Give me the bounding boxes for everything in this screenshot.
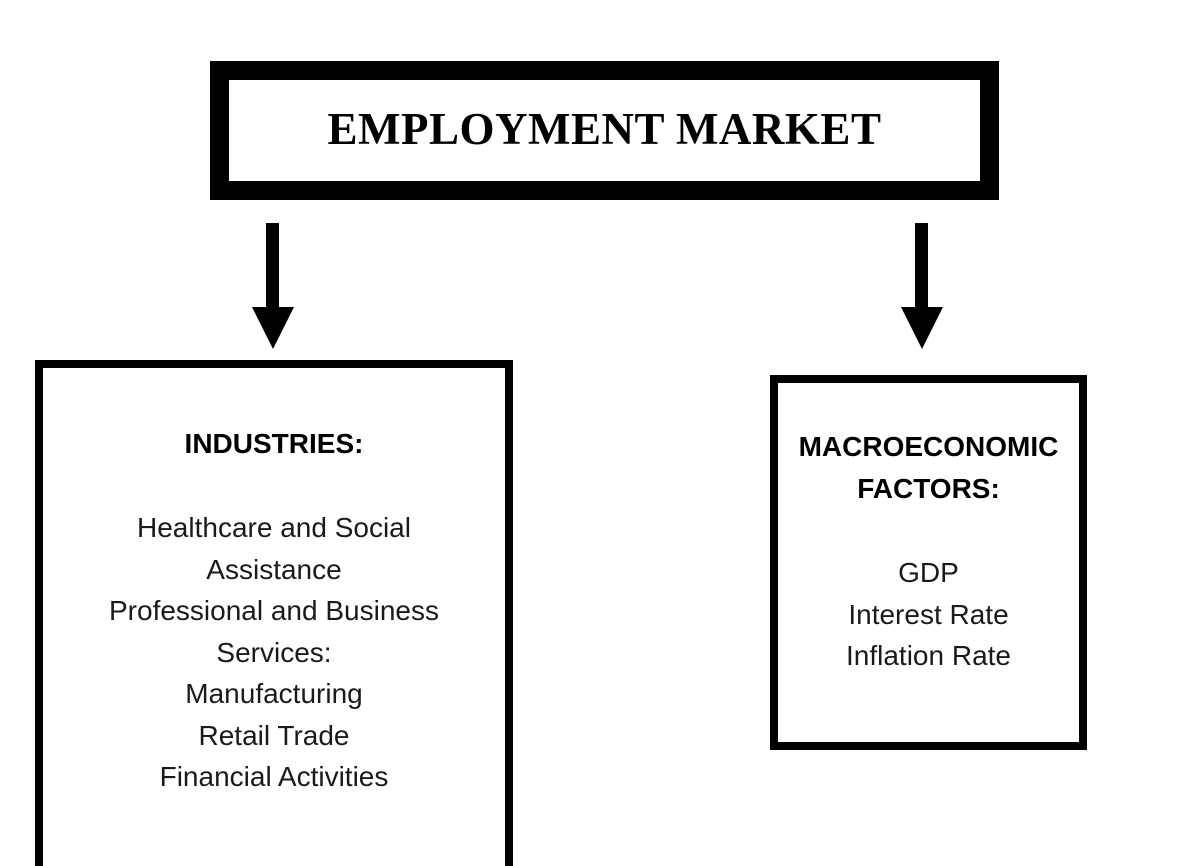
macro-heading: MACROECONOMIC FACTORS:: [778, 426, 1079, 510]
arrow-right-head: [901, 307, 943, 349]
industry-item: Assistance: [206, 553, 342, 585]
industry-item: Financial Activities: [159, 761, 389, 792]
industries-box: INDUSTRIES: Healthcare and Social Assist…: [35, 360, 513, 866]
employment-market-box: EMPLOYMENT MARKET: [210, 61, 999, 200]
macro-factor-item: Interest Rate: [848, 598, 1009, 630]
arrow-down-right-icon: [901, 223, 943, 349]
arrow-left-shaft: [266, 223, 279, 309]
arrow-left-head: [252, 307, 294, 349]
macro-factors-list: GDP Interest Rate Inflation Rate: [778, 552, 1079, 677]
macro-factor-item: GDP: [898, 557, 959, 588]
industries-heading: INDUSTRIES:: [184, 428, 364, 459]
macro-heading-line2: FACTORS:: [857, 473, 1000, 504]
macro-heading-line1: MACROECONOMIC: [798, 431, 1059, 462]
arrow-right-shaft: [915, 223, 928, 309]
industry-item: Professional and Business: [109, 595, 439, 626]
industries-list: Healthcare and Social Assistance Profess…: [43, 507, 505, 798]
macro-factor-item: Inflation Rate: [846, 640, 1011, 671]
industry-item: Services:: [216, 636, 332, 668]
industry-item: Healthcare and Social: [137, 512, 411, 543]
macroeconomic-factors-box: MACROECONOMIC FACTORS: GDP Interest Rate…: [770, 375, 1087, 750]
arrow-down-left-icon: [252, 223, 294, 349]
diagram-title: EMPLOYMENT MARKET: [327, 103, 882, 154]
industry-item: Manufacturing: [185, 678, 363, 709]
industry-item: Retail Trade: [198, 719, 350, 751]
